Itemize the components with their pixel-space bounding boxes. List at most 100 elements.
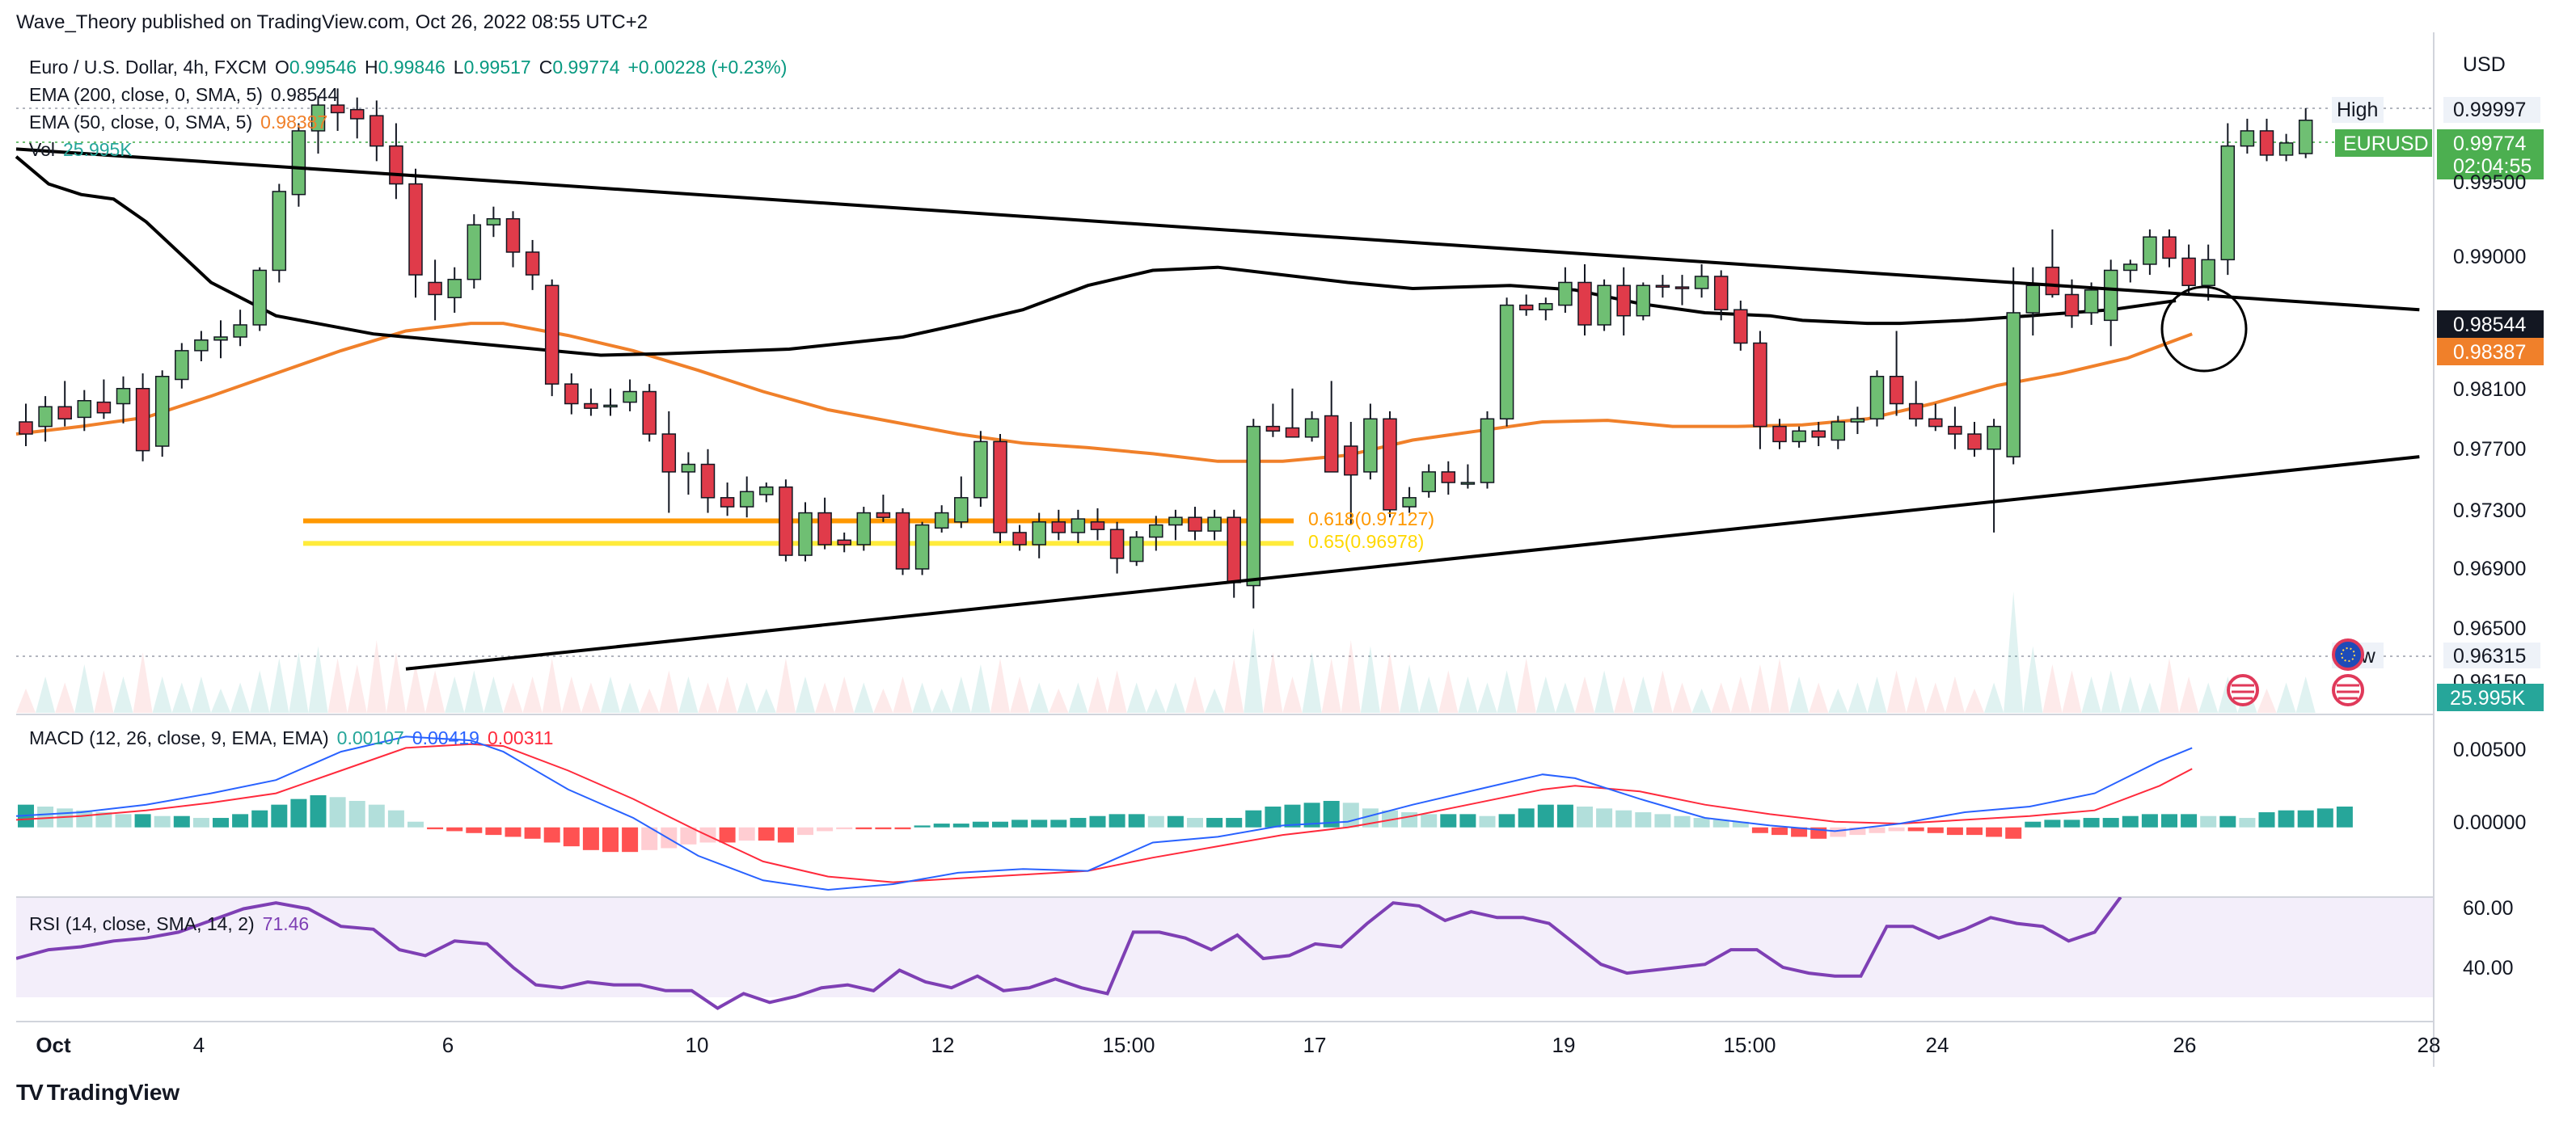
macd-histogram-bar bbox=[933, 824, 950, 828]
candle-body bbox=[1636, 284, 1651, 317]
time-label: 24 bbox=[1926, 1033, 1949, 1057]
candle bbox=[564, 373, 579, 415]
candle bbox=[1071, 509, 1086, 544]
macd-histogram-bar bbox=[310, 794, 327, 828]
volume-bar bbox=[1068, 682, 1088, 713]
high-value: 0.99997 bbox=[2453, 99, 2526, 121]
macd-histogram-bar bbox=[2258, 812, 2275, 828]
ema50-legend[interactable]: EMA (50, close, 0, SMA, 5) 0.98387 bbox=[29, 112, 336, 133]
macd-histogram-bar bbox=[1869, 827, 1886, 833]
volume-bar bbox=[2023, 646, 2043, 713]
candle bbox=[1421, 464, 1436, 498]
macd-histogram-bar bbox=[1849, 827, 1866, 836]
volume-bar bbox=[133, 652, 153, 713]
candle bbox=[486, 206, 501, 238]
volume-bar bbox=[815, 682, 835, 713]
volume-bar bbox=[1594, 670, 1615, 713]
volume-bar bbox=[2295, 676, 2316, 713]
candle-body bbox=[2240, 130, 2255, 147]
us-event-icon[interactable] bbox=[2332, 674, 2364, 706]
volume-bar bbox=[854, 682, 874, 713]
candle bbox=[642, 384, 657, 442]
ema200-tag-box bbox=[2437, 310, 2544, 338]
high-label-box bbox=[2332, 97, 2384, 123]
macd-histogram-bar bbox=[817, 827, 834, 832]
price-axis[interactable]: USD High 0.99997 EURUSD 0.99774 02:04:55… bbox=[2332, 53, 2544, 711]
candle-body bbox=[642, 390, 657, 435]
candle bbox=[954, 476, 969, 529]
macd-histogram-bar bbox=[2181, 814, 2198, 828]
ema200-legend[interactable]: EMA (200, close, 0, SMA, 5) 0.98544 bbox=[29, 84, 346, 106]
highlight-circle[interactable] bbox=[2160, 285, 2248, 373]
candle-body bbox=[564, 383, 579, 405]
eu-event-icon[interactable] bbox=[2332, 638, 2364, 671]
high-label: High bbox=[2337, 99, 2378, 121]
macd-histogram-bar bbox=[2025, 821, 2042, 828]
volume-bar bbox=[1458, 676, 1478, 713]
candle-body bbox=[1655, 284, 1670, 288]
volume-bar bbox=[659, 670, 679, 713]
macd-histogram-bar bbox=[329, 797, 346, 828]
ema200-value: 0.98544 bbox=[270, 84, 339, 105]
macd-histogram-bar bbox=[1342, 803, 1359, 828]
rsi-tick: 60.00 bbox=[2463, 897, 2514, 920]
candle-body bbox=[486, 217, 501, 225]
macd-histogram-bar bbox=[1303, 803, 1320, 828]
volume-bar bbox=[36, 676, 56, 713]
macd-histogram-bar bbox=[466, 827, 483, 833]
candle-body bbox=[349, 108, 365, 120]
candle bbox=[584, 388, 598, 416]
rsi-band bbox=[16, 897, 2434, 997]
volume-bar bbox=[1769, 658, 1790, 713]
vol-value: 25.995K bbox=[62, 139, 133, 160]
macd-histogram-bar bbox=[154, 815, 171, 828]
candle-body bbox=[38, 406, 53, 428]
rsi-legend[interactable]: RSI (14, close, SMA, 14, 2) 71.46 bbox=[29, 913, 317, 935]
tradingview-brand[interactable]: TV TradingView bbox=[16, 1080, 179, 1106]
macd-axis[interactable]: 0.00500 0.00000 bbox=[2453, 739, 2526, 834]
symbol-legend[interactable]: Euro / U.S. Dollar, 4h, FXCM O0.99546 H0.9… bbox=[29, 57, 795, 78]
candle-body bbox=[1772, 425, 1787, 443]
macd-histogram-bar bbox=[271, 804, 288, 828]
volume-bar bbox=[893, 676, 913, 713]
time-label: 10 bbox=[686, 1033, 709, 1057]
us-event-icon[interactable] bbox=[2227, 674, 2259, 706]
candle bbox=[1889, 331, 1904, 416]
candle-body bbox=[1265, 425, 1281, 432]
candle-body bbox=[428, 281, 442, 296]
macd-histogram-bar bbox=[1070, 818, 1087, 828]
candle-body bbox=[135, 388, 150, 452]
macd-histogram-bar bbox=[1927, 827, 1944, 833]
macd-legend[interactable]: MACD (12, 26, close, 9, EMA, EMA) 0.00107… bbox=[29, 727, 561, 749]
candle bbox=[1597, 279, 1611, 331]
candle-body bbox=[2025, 284, 2041, 314]
volume-bar bbox=[1341, 640, 1361, 713]
candle bbox=[798, 502, 813, 562]
candle bbox=[1967, 422, 1982, 457]
price-tick: 0.98100 bbox=[2453, 378, 2526, 401]
macd-histogram-bar bbox=[855, 827, 872, 830]
candle-body bbox=[447, 278, 462, 298]
candle bbox=[1499, 297, 1514, 427]
volume-bar bbox=[620, 682, 640, 713]
candle-body bbox=[1928, 418, 1943, 428]
candle-body bbox=[1987, 425, 2001, 450]
macd-histogram-bar bbox=[2278, 810, 2295, 828]
macd-histogram-bar bbox=[2083, 818, 2100, 828]
time-axis[interactable]: Oct 4 6 10 12 15:00 17 19 15:00 24 26 28 bbox=[36, 1033, 2440, 1057]
vol-legend[interactable]: Vol 25.995K bbox=[29, 139, 141, 161]
macd-histogram-bar bbox=[1128, 814, 1145, 828]
candle-body bbox=[954, 497, 969, 523]
macd-histogram-bar bbox=[1382, 810, 1398, 828]
rsi-axis[interactable]: 60.00 40.00 bbox=[2463, 897, 2514, 980]
low-label: L bbox=[453, 57, 464, 78]
volume-bar bbox=[561, 676, 581, 713]
volume-bar bbox=[2257, 689, 2277, 713]
volume-bar bbox=[1614, 676, 1634, 713]
candle-body bbox=[1285, 427, 1300, 438]
candle-body bbox=[2162, 236, 2177, 259]
macd-histogram-bar bbox=[1323, 800, 1340, 828]
macd-histogram-bar bbox=[37, 807, 54, 828]
candle bbox=[1713, 270, 1729, 321]
